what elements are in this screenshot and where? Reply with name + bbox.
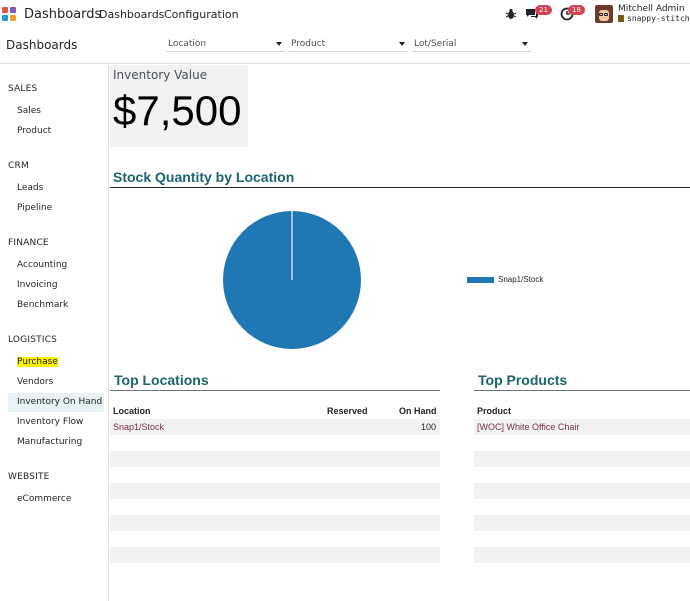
product-filter-label: Product bbox=[291, 39, 326, 49]
apps-menu-icon[interactable] bbox=[2, 7, 18, 23]
col-product: Product bbox=[477, 406, 512, 416]
sidebar-item-invoicing[interactable]: Invoicing bbox=[17, 280, 58, 290]
sidebar-item-ecommerce[interactable]: eCommerce bbox=[17, 494, 72, 504]
location-filter[interactable]: Location bbox=[166, 37, 285, 52]
location-cell[interactable]: Snap1/Stock bbox=[113, 422, 165, 432]
messages-badge: 21 bbox=[535, 5, 552, 15]
sidebar-item-manufacturing[interactable]: Manufacturing bbox=[17, 437, 83, 447]
sidebar-item-inventory-on-hand[interactable]: Inventory On Hand bbox=[8, 393, 104, 412]
table-row[interactable] bbox=[474, 419, 690, 435]
dashboard-sidebar: SALES Sales Product CRM Leads Pipeline F… bbox=[0, 65, 109, 601]
stock-pie-chart bbox=[223, 211, 361, 349]
debug-icon[interactable] bbox=[505, 8, 517, 20]
top-products-title: Top Products bbox=[478, 372, 568, 388]
activities-badge: 18 bbox=[568, 5, 585, 15]
empty-row bbox=[110, 547, 440, 563]
control-panel: Dashboards Location Product Lot/Serial bbox=[0, 30, 690, 64]
col-reserved: Reserved bbox=[327, 406, 368, 416]
sidebar-item-vendors[interactable]: Vendors bbox=[17, 377, 54, 387]
menu-dashboards[interactable]: Dashboards bbox=[99, 8, 165, 21]
chevron-down-icon bbox=[522, 42, 528, 46]
chart-title: Stock Quantity by Location bbox=[113, 169, 295, 185]
section-finance: FINANCE bbox=[8, 238, 49, 248]
table-row[interactable] bbox=[110, 419, 440, 435]
sidebar-item-purchase[interactable]: Purchase bbox=[8, 353, 104, 372]
product-filter[interactable]: Product bbox=[289, 37, 408, 52]
section-crm: CRM bbox=[8, 161, 29, 171]
empty-row bbox=[474, 483, 690, 499]
database-name: snappy-stitch bbox=[618, 14, 690, 23]
sidebar-item-product[interactable]: Product bbox=[17, 126, 52, 136]
page-title: Dashboards bbox=[6, 38, 78, 52]
sidebar-item-accounting[interactable]: Accounting bbox=[17, 260, 68, 270]
top-products-rule bbox=[474, 390, 690, 391]
empty-row bbox=[110, 483, 440, 499]
empty-row bbox=[110, 451, 440, 467]
sidebar-item-pipeline[interactable]: Pipeline bbox=[17, 203, 53, 213]
top-navbar: Dashboards Dashboards Configuration 21 1… bbox=[0, 0, 690, 30]
legend-swatch bbox=[467, 277, 494, 283]
empty-row bbox=[474, 547, 690, 563]
empty-row bbox=[110, 515, 440, 531]
location-filter-label: Location bbox=[168, 39, 207, 49]
top-locations-title: Top Locations bbox=[114, 372, 209, 388]
chevron-down-icon bbox=[399, 42, 405, 46]
database-label: snappy-stitch bbox=[627, 14, 690, 23]
section-website: WEBSITE bbox=[8, 472, 50, 482]
inventory-value-card: Inventory Value $7,500 bbox=[110, 65, 248, 147]
user-name[interactable]: Mitchell Admin bbox=[618, 4, 685, 14]
product-cell[interactable]: [WOC] White Office Chair bbox=[477, 422, 580, 432]
sidebar-item-sales[interactable]: Sales bbox=[17, 106, 41, 116]
database-icon bbox=[618, 15, 624, 22]
user-avatar[interactable] bbox=[595, 5, 613, 23]
app-brand[interactable]: Dashboards bbox=[24, 7, 102, 22]
kpi-value: $7,500 bbox=[113, 87, 242, 134]
sidebar-item-inventory-flow[interactable]: Inventory Flow bbox=[17, 417, 84, 427]
col-on-hand: On Hand bbox=[399, 406, 437, 416]
lot-serial-filter[interactable]: Lot/Serial bbox=[412, 37, 531, 52]
section-sales: SALES bbox=[8, 84, 38, 94]
empty-row bbox=[474, 451, 690, 467]
section-logistics: LOGISTICS bbox=[8, 335, 58, 345]
sidebar-item-benchmark[interactable]: Benchmark bbox=[17, 300, 69, 310]
menu-configuration[interactable]: Configuration bbox=[164, 8, 239, 21]
sidebar-item-purchase-label: Purchase bbox=[17, 357, 58, 367]
sidebar-item-leads[interactable]: Leads bbox=[17, 183, 44, 193]
col-location: Location bbox=[113, 406, 151, 416]
chevron-down-icon bbox=[276, 42, 282, 46]
top-locations-rule bbox=[110, 390, 440, 391]
chart-title-rule bbox=[110, 187, 690, 188]
lot-serial-filter-label: Lot/Serial bbox=[414, 39, 457, 49]
empty-row bbox=[474, 515, 690, 531]
on-hand-cell: 100 bbox=[421, 422, 437, 432]
kpi-label: Inventory Value bbox=[113, 68, 208, 82]
legend-label: Snap1/Stock bbox=[498, 275, 544, 284]
